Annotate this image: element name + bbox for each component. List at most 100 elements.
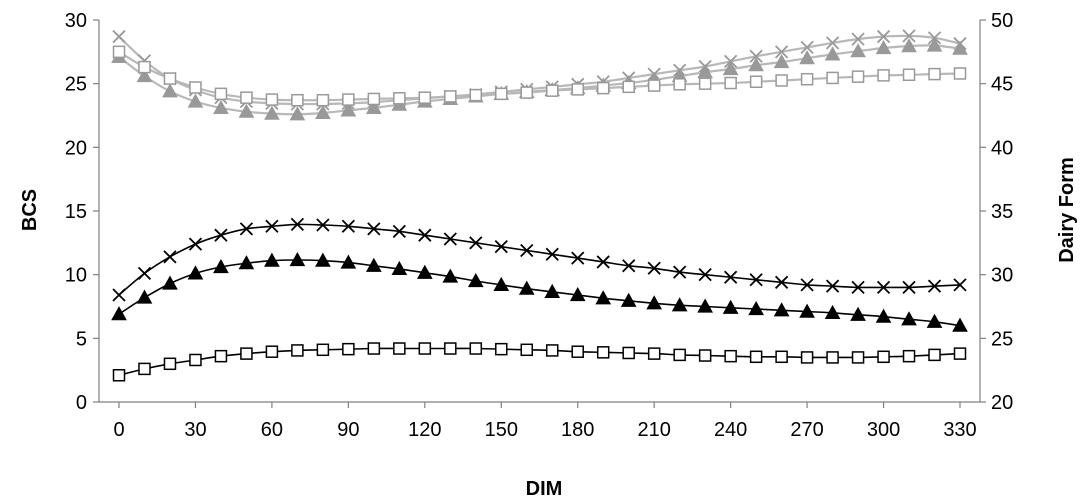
triangle-marker xyxy=(926,313,943,328)
cross-stroke xyxy=(214,228,228,242)
cross-marker xyxy=(596,255,610,269)
square-marker xyxy=(520,343,534,357)
y2-tick-label: 35 xyxy=(991,201,1013,223)
square-marker xyxy=(775,350,788,364)
y-tick-label: 20 xyxy=(65,137,87,159)
triangle-marker xyxy=(901,311,917,326)
triangle-marker xyxy=(824,46,841,61)
triangle-marker xyxy=(340,254,357,269)
x-tick-label: 120 xyxy=(408,419,441,441)
y2-tick-label: 25 xyxy=(991,328,1013,350)
square-marker xyxy=(444,342,457,355)
cross-stroke xyxy=(622,259,636,273)
triangle-marker xyxy=(467,273,484,288)
square-marker xyxy=(953,347,967,360)
square-marker xyxy=(928,348,941,362)
cross-stroke xyxy=(749,273,763,287)
cross-stroke xyxy=(188,237,203,251)
cross-marker xyxy=(647,261,661,275)
cross-marker xyxy=(469,236,483,250)
square-marker xyxy=(418,91,432,104)
cross-stroke xyxy=(112,29,126,44)
cross-stroke xyxy=(876,280,891,295)
square-marker xyxy=(673,78,686,91)
square-marker xyxy=(367,92,381,106)
cross-marker xyxy=(800,278,814,292)
cross-marker xyxy=(825,36,840,50)
cross-marker xyxy=(188,237,203,251)
cross-marker xyxy=(774,275,789,289)
cross-stroke xyxy=(163,250,177,264)
triangle-marker xyxy=(213,99,229,114)
triangle-marker xyxy=(162,83,178,98)
y2-tick-label: 30 xyxy=(991,265,1013,287)
cross-stroke xyxy=(800,278,814,292)
square-marker xyxy=(698,77,712,90)
square-marker xyxy=(571,345,584,358)
square-marker xyxy=(520,86,534,99)
square-marker xyxy=(418,342,432,355)
cross-marker xyxy=(367,222,381,236)
cross-marker xyxy=(723,270,738,284)
cross-stroke xyxy=(418,228,432,242)
series-line xyxy=(118,50,961,102)
cross-stroke xyxy=(927,279,942,293)
series-group xyxy=(111,29,968,382)
cross-marker xyxy=(520,243,534,258)
series-line xyxy=(118,259,961,327)
y-tick-label: 30 xyxy=(65,10,87,32)
triangle-marker xyxy=(340,102,357,117)
cross-marker xyxy=(392,224,406,239)
cross-marker xyxy=(214,228,228,242)
square-marker xyxy=(367,342,381,355)
x-tick-label: 300 xyxy=(867,419,900,441)
triangle-marker xyxy=(952,317,968,332)
triangle-marker xyxy=(238,103,255,118)
cross-marker xyxy=(443,232,457,246)
cross-stroke xyxy=(316,218,330,232)
cross-stroke xyxy=(953,278,967,292)
square-marker xyxy=(724,76,737,90)
cross-marker xyxy=(316,218,330,232)
square-marker xyxy=(851,351,865,364)
triangle-marker xyxy=(722,299,739,314)
axes-group xyxy=(93,19,986,408)
square-marker xyxy=(647,79,661,92)
triangle-marker xyxy=(442,268,459,283)
series-left-cross xyxy=(112,217,967,302)
triangle-marker xyxy=(493,276,510,291)
square-marker xyxy=(495,342,508,356)
triangle-marker xyxy=(748,301,764,316)
cross-stroke xyxy=(698,268,712,282)
cross-marker xyxy=(851,280,865,295)
triangle-marker xyxy=(213,258,229,274)
series-left-square xyxy=(112,342,967,382)
cross-stroke xyxy=(137,266,152,281)
square-marker xyxy=(953,67,967,80)
series-line xyxy=(118,34,961,106)
cross-stroke xyxy=(723,270,738,284)
square-marker xyxy=(826,71,839,85)
triangle-marker xyxy=(850,306,866,321)
square-marker xyxy=(444,90,457,103)
square-marker xyxy=(596,81,610,95)
x-tick-label: 90 xyxy=(337,419,359,441)
cross-stroke xyxy=(851,32,865,46)
y2-tick-label: 45 xyxy=(991,74,1013,96)
cross-stroke xyxy=(469,236,483,250)
cross-stroke xyxy=(290,217,305,232)
cross-marker xyxy=(622,259,636,273)
y2-tick-label: 20 xyxy=(991,392,1013,414)
square-marker xyxy=(138,362,151,376)
cross-stroke xyxy=(545,247,559,261)
square-marker xyxy=(902,349,916,363)
triangle-marker xyxy=(850,43,866,58)
square-marker xyxy=(826,351,839,364)
x-tick-label: 180 xyxy=(561,419,594,441)
cross-marker xyxy=(902,280,916,295)
square-marker xyxy=(545,344,559,357)
cross-marker xyxy=(698,268,712,282)
triangle-marker xyxy=(111,306,127,321)
triangle-marker xyxy=(748,57,764,72)
x-axis-title: DIM xyxy=(526,478,563,500)
